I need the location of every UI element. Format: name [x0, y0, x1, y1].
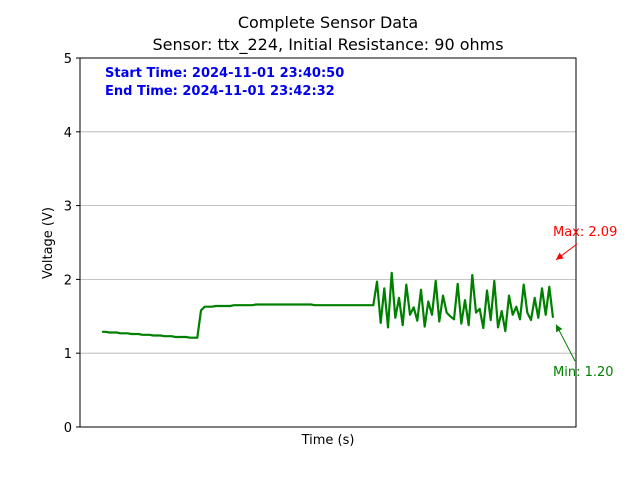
- y-tick-label: 0: [64, 421, 72, 436]
- min-arrowhead: [556, 324, 563, 333]
- end-time-label: End Time: 2024-11-01 23:42:32: [105, 84, 335, 99]
- y-tick-label: 2: [64, 273, 72, 288]
- plot-frame: [79, 57, 577, 428]
- max-arrowhead: [556, 252, 564, 260]
- chart-title: Complete Sensor Data: [238, 13, 418, 32]
- x-axis-label: Time (s): [301, 433, 355, 448]
- y-tick-label: 1: [64, 347, 72, 362]
- y-tick-label: 5: [64, 52, 72, 67]
- min-annotation: Min: 1.20: [553, 324, 614, 380]
- y-tick-label: 3: [64, 200, 72, 215]
- chart-subtitle: Sensor: ttx_224, Initial Resistance: 90 …: [152, 35, 503, 55]
- min-label: Min: 1.20: [553, 365, 614, 380]
- start-time-label: Start Time: 2024-11-01 23:40:50: [105, 66, 344, 81]
- y-axis-label: Voltage (V): [41, 207, 56, 279]
- max-annotation: Max: 2.09: [553, 225, 617, 261]
- grid-lines: [80, 131, 576, 354]
- max-label: Max: 2.09: [553, 225, 617, 240]
- y-tick-label: 4: [64, 126, 72, 141]
- y-ticks: 0 1 2 3 4 5: [64, 52, 80, 436]
- series-voltage-line: [102, 271, 555, 339]
